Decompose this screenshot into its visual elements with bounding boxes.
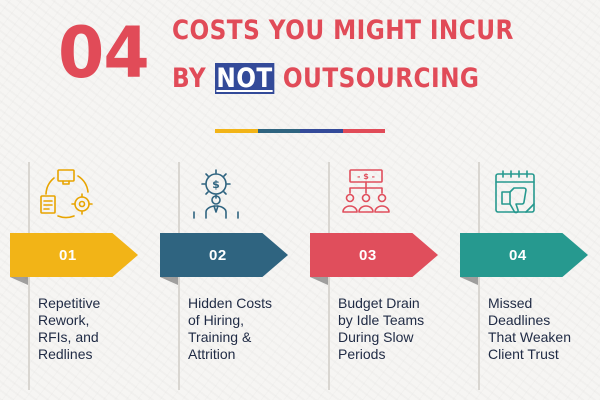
step-arrow-04: 04 bbox=[460, 233, 588, 277]
item-description: Missed Deadlines That Weaken Client Trus… bbox=[488, 295, 572, 362]
step-arrow-02: 02 bbox=[160, 233, 288, 277]
step-number: 01 bbox=[59, 246, 77, 264]
headline-number: 04 bbox=[58, 12, 150, 94]
item-description: Budget Drain by Idle Teams During Slow P… bbox=[338, 295, 425, 362]
headline-outsourcing: OUTSOURCING bbox=[282, 63, 480, 94]
divider-segment-blue bbox=[300, 129, 343, 133]
arrow-fold bbox=[310, 277, 328, 285]
item-description: Repetitive Rework, RFIs, and Redlines bbox=[38, 295, 101, 362]
arrow-fold bbox=[160, 277, 178, 285]
cost-item-3: - $ - 03 Budget Drain by Idle Teams Duri… bbox=[300, 158, 450, 400]
step-arrow-01: 01 bbox=[10, 233, 138, 277]
divider-segment-red bbox=[342, 129, 385, 133]
cost-item-2: $ 02 Hidden Costs of Hiring, Training & … bbox=[150, 158, 300, 400]
step-number: 04 bbox=[509, 246, 527, 264]
step-number: 03 bbox=[359, 246, 377, 264]
svg-text:- $ -: - $ - bbox=[357, 172, 375, 181]
gear-employee-icon: $ bbox=[188, 168, 244, 220]
calendar-thumbs-down-icon bbox=[488, 168, 544, 220]
headline-by: BY bbox=[172, 63, 207, 94]
arrow-fold bbox=[460, 277, 478, 285]
workflow-cycle-icon bbox=[38, 168, 94, 220]
cost-item-4: 04 Missed Deadlines That Weaken Client T… bbox=[450, 158, 600, 400]
headline-title-line2: BY NOT OUTSOURCING bbox=[172, 60, 479, 98]
arrow-fold bbox=[10, 277, 28, 285]
divider-segment-teal bbox=[257, 129, 300, 133]
headline-title-line1: COSTS YOU MIGHT INCUR bbox=[172, 15, 514, 46]
divider-segment-yellow bbox=[215, 129, 258, 133]
item-description: Hidden Costs of Hiring, Training & Attri… bbox=[188, 295, 273, 362]
cost-item-1: 01 Repetitive Rework, RFIs, and Redlines bbox=[0, 158, 150, 400]
budget-team-icon: - $ - bbox=[338, 168, 394, 220]
color-divider bbox=[215, 129, 385, 133]
svg-text:$: $ bbox=[212, 178, 220, 191]
step-number: 02 bbox=[209, 246, 227, 264]
step-arrow-03: 03 bbox=[310, 233, 438, 277]
headline-not-highlight: NOT bbox=[214, 63, 275, 94]
